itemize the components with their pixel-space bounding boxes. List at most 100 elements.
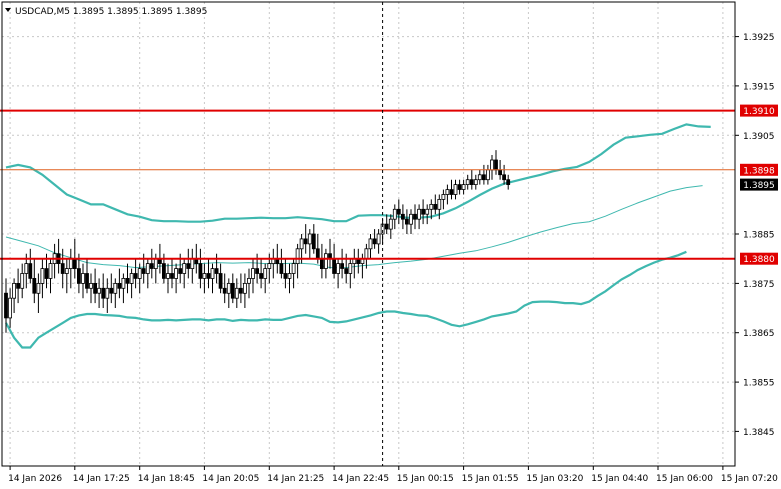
candle-body — [230, 282, 235, 299]
candle-body — [388, 218, 393, 230]
candle-body — [222, 287, 227, 294]
candle-body — [133, 273, 138, 279]
candle-body — [64, 268, 69, 274]
candle — [421, 199, 426, 225]
candle — [388, 214, 393, 239]
x-tick-label: 15 Jan 01:55 — [462, 474, 519, 484]
candle-body — [449, 189, 454, 195]
candle-body — [396, 208, 401, 215]
candle — [40, 258, 45, 299]
candle — [368, 234, 373, 259]
candle-body — [113, 282, 118, 294]
candle-body — [263, 268, 268, 279]
candle-body — [307, 233, 312, 245]
current-price-label: 1.3895 — [743, 181, 775, 191]
candle-body — [81, 273, 85, 284]
candle — [113, 278, 118, 308]
candle — [307, 229, 312, 259]
candle-body — [344, 268, 349, 274]
candle-body — [429, 203, 434, 210]
candle — [64, 258, 69, 294]
candle-body — [117, 282, 122, 289]
candle — [384, 214, 389, 234]
level-price-label: 1.3898 — [743, 166, 775, 176]
candle — [210, 263, 215, 294]
candle — [129, 268, 134, 299]
candle — [336, 258, 341, 289]
candle — [396, 199, 401, 225]
candle-body — [170, 273, 174, 279]
candle — [145, 258, 150, 289]
candle-body — [97, 287, 101, 294]
candle — [311, 224, 316, 254]
candle-body — [238, 287, 243, 294]
candle — [242, 273, 247, 308]
level-price-tag — [740, 163, 778, 176]
candle-body — [400, 213, 405, 220]
horizontal-levels: 1.3910 1.3898 1.3880 1.3895 — [0, 104, 778, 265]
candle-body — [218, 273, 223, 289]
candle — [20, 263, 25, 299]
candle-body — [242, 282, 247, 294]
candle — [105, 278, 110, 313]
candle-body — [267, 263, 272, 269]
candle-body — [121, 277, 126, 289]
candle-body — [166, 273, 170, 279]
candle — [413, 204, 417, 230]
candle-body — [60, 263, 65, 274]
candle-body — [202, 273, 207, 279]
candle-body — [502, 174, 507, 181]
candle — [125, 263, 130, 294]
candle-body — [226, 282, 231, 294]
candle — [85, 258, 89, 294]
candle-body — [421, 208, 426, 215]
candle — [109, 273, 114, 304]
candle-body — [279, 263, 284, 274]
candle-body — [129, 273, 134, 284]
candle-body — [457, 184, 462, 190]
y-tick-label: 1.3885 — [743, 231, 775, 241]
candle-body — [376, 233, 381, 245]
candle — [437, 194, 442, 220]
x-tick-label: 15 Jan 04:40 — [591, 474, 648, 484]
candle-body — [384, 223, 389, 230]
candle-body — [247, 277, 251, 284]
candle-body — [44, 268, 49, 279]
candle-body — [506, 179, 511, 185]
candle — [149, 248, 154, 279]
candle-body — [413, 213, 417, 220]
candle — [279, 248, 284, 279]
candle — [28, 248, 33, 284]
y-tick-label: 1.3855 — [743, 379, 775, 389]
candle-body — [24, 263, 29, 274]
candle-body — [48, 263, 53, 279]
candle — [97, 278, 101, 308]
candle — [226, 278, 231, 308]
dropdown-triangle-icon[interactable] — [5, 8, 11, 12]
candle-body — [404, 218, 409, 225]
x-tick-label: 15 Jan 03:20 — [526, 474, 583, 484]
candle — [166, 263, 170, 294]
x-tick-label: 14 Jan 2026 — [8, 474, 62, 484]
candle-body — [72, 258, 77, 270]
x-tick-label: 15 Jan 00:15 — [397, 474, 454, 484]
candle-body — [494, 159, 498, 171]
candle-body — [283, 273, 288, 279]
candle — [425, 204, 430, 225]
candle — [238, 273, 243, 304]
candle-body — [461, 184, 466, 190]
candle-body — [340, 263, 345, 269]
candle-body — [490, 159, 494, 171]
candle-body — [336, 263, 341, 274]
x-tick-label: 15 Jan 07:20 — [721, 474, 778, 484]
x-tick-label: 14 Jan 21:25 — [267, 474, 324, 484]
candle — [81, 263, 85, 299]
candle-body — [255, 268, 260, 274]
candle — [101, 273, 106, 308]
candle — [477, 169, 482, 185]
candle-body — [85, 273, 89, 289]
candle-body — [12, 282, 17, 299]
candle-body — [485, 169, 490, 181]
candle — [174, 263, 179, 294]
